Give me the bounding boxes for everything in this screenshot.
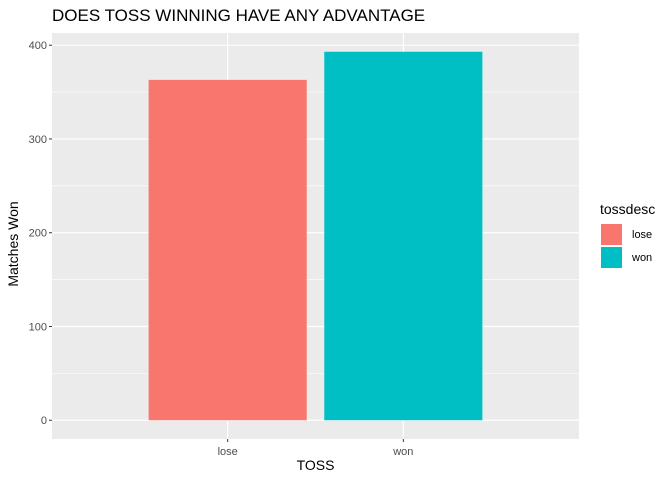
legend-label: lose [632,229,652,241]
plot-panel [52,33,579,439]
x-axis-title: TOSS [297,457,335,473]
y-tick-label: 400 [29,40,47,52]
x-axis: lose won [218,439,413,458]
legend: tossdesc lose won [600,201,655,268]
y-tick-label: 300 [29,134,47,146]
legend-label: won [631,252,652,264]
bars [148,51,483,421]
y-tick-label: 0 [41,415,47,427]
y-axis-title: Matches Won [5,201,21,286]
y-tick-label: 200 [29,228,47,240]
grid-minor [52,91,579,374]
legend-key-lose [601,224,622,245]
bar-won [324,51,483,421]
legend-title: tossdesc [600,201,655,217]
y-axis: 0 100 200 300 400 [29,40,52,427]
bar-lose [148,79,307,421]
chart-title: DOES TOSS WINNING HAVE ANY ADVANTAGE [52,6,425,25]
x-tick-label: won [392,446,413,458]
x-tick-label: lose [218,446,238,458]
legend-key-won [601,247,622,268]
y-tick-label: 100 [29,321,47,333]
